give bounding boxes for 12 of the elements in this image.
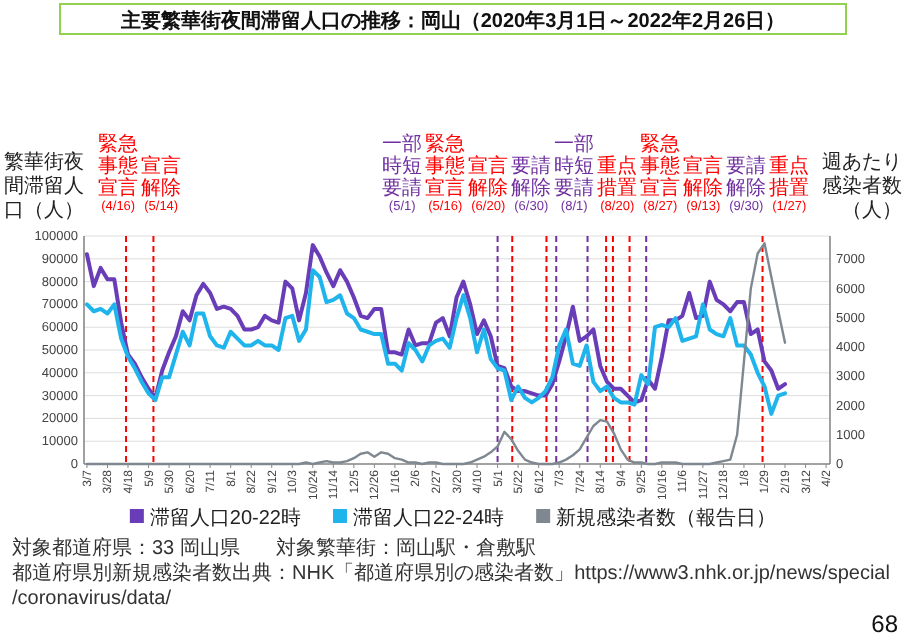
line-series <box>84 268 788 416</box>
y2-axis-title: 週あたり感染者数（人） <box>822 152 902 222</box>
legend-label: 新規感染者数（報告日） <box>556 506 777 530</box>
text: 68 <box>871 610 899 638</box>
legend-label: 滞留人口22-24時 <box>353 506 505 530</box>
y-axis-title: 繁華街夜間滞留人口（人） <box>4 150 84 222</box>
text: 都道府県別新規感染者数出典：NHK「都道府県別の感染者数」https://www3.nhk.or.jp/news/special/coronavirus/data/ <box>12 561 890 610</box>
line-series <box>84 243 788 405</box>
legend-label: 滞留人口20-22時 <box>149 506 301 530</box>
text: 対象繁華街：岡山駅・倉敷駅 <box>275 536 536 560</box>
text: 対象都道府県：33 岡山県 <box>12 536 240 560</box>
chart-title: 主要繁華街夜間滞留人口の推移：岡山（2020年3月1日～2022年2月26日） <box>118 9 786 33</box>
